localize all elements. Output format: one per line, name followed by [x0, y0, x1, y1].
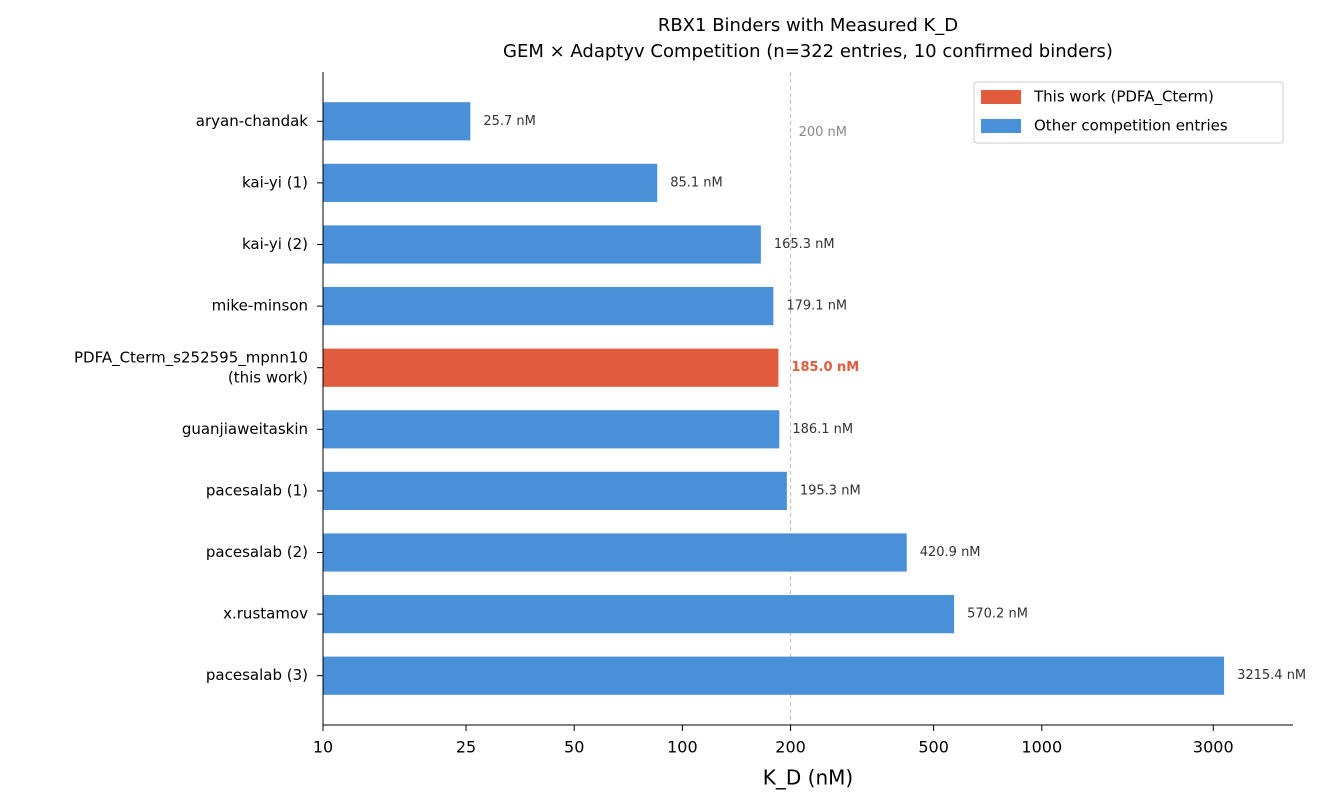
- value-label: 165.3 nM: [774, 237, 835, 252]
- x-tick-label: 100: [667, 738, 698, 757]
- bar: [323, 163, 658, 202]
- x-tick-label: 25: [456, 738, 476, 757]
- legend-swatch: [981, 119, 1021, 133]
- value-label: 3215.4 nM: [1237, 668, 1306, 683]
- x-tick-label: 1000: [1021, 738, 1062, 757]
- bar: [323, 533, 907, 572]
- bar: [323, 595, 955, 634]
- legend-label: Other competition entries: [1034, 117, 1228, 135]
- y-tick-label: x.rustamov: [223, 605, 308, 623]
- value-label: 570.2 nM: [967, 607, 1028, 622]
- bar: [323, 471, 787, 511]
- x-tick-label: 50: [564, 738, 584, 757]
- y-tick-label: kai-yi (2): [242, 235, 308, 253]
- bar: [323, 348, 779, 387]
- chart-subtitle: GEM × Adaptyv Competition (n=322 entries…: [503, 41, 1113, 62]
- bar: [323, 656, 1225, 695]
- x-axis-label: K_D (nM): [763, 766, 853, 790]
- y-tick-label: pacesalab (1): [206, 481, 308, 499]
- value-label: 186.1 nM: [792, 422, 853, 437]
- reference-label: 200 nM: [799, 125, 847, 140]
- value-label: 420.9 nM: [920, 545, 981, 560]
- bar: [323, 225, 761, 264]
- value-label: 25.7 nM: [483, 114, 536, 129]
- value-label: 185.0 nM: [791, 360, 859, 375]
- value-label: 179.1 nM: [786, 299, 847, 314]
- chart-title: RBX1 Binders with Measured K_D: [658, 15, 958, 36]
- legend-box: [973, 81, 1284, 144]
- bar: [323, 102, 471, 141]
- y-tick-label: mike-minson: [212, 297, 308, 315]
- value-label: 85.1 nM: [670, 175, 723, 190]
- y-tick-label: pacesalab (2): [206, 543, 308, 561]
- x-tick-label: 500: [918, 738, 949, 757]
- legend-label: This work (PDFA_Cterm): [1033, 88, 1214, 107]
- value-label: 195.3 nM: [800, 483, 861, 498]
- y-tick-label: PDFA_Cterm_s252595_mpnn10 (this work): [74, 348, 308, 386]
- y-tick-label: aryan-chandak: [196, 112, 309, 130]
- y-tick-label: pacesalab (3): [206, 666, 308, 684]
- y-tick-label: kai-yi (1): [242, 173, 308, 191]
- x-tick-label: 10: [313, 738, 333, 757]
- x-tick-label: 3000: [1193, 738, 1234, 757]
- legend-swatch: [981, 90, 1021, 104]
- x-tick-label: 200: [775, 738, 806, 757]
- bar: [323, 286, 774, 326]
- y-tick-label: guanjiaweitaskin: [182, 420, 308, 438]
- bar: [323, 410, 780, 449]
